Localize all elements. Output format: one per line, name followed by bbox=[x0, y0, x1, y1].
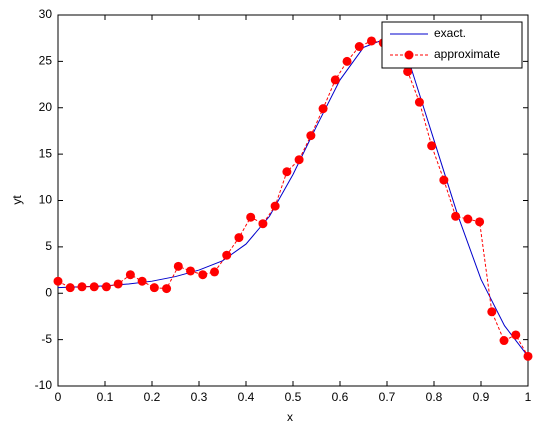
series-line bbox=[57, 40, 529, 357]
y-tick-label: 15 bbox=[39, 146, 53, 160]
x-tick-label: 0.9 bbox=[473, 390, 490, 404]
y-tick-label: 25 bbox=[39, 54, 53, 68]
data-point bbox=[173, 261, 183, 271]
x-tick-label: 0.7 bbox=[379, 390, 396, 404]
data-point bbox=[89, 282, 99, 292]
y-tick-label: 5 bbox=[45, 239, 52, 253]
y-tick-label: 30 bbox=[39, 7, 53, 21]
y-tick-label: 10 bbox=[39, 193, 53, 207]
data-point bbox=[499, 336, 509, 346]
y-tick-label: 0 bbox=[45, 285, 52, 299]
data-point bbox=[234, 233, 244, 243]
data-point bbox=[306, 131, 316, 141]
data-point bbox=[366, 36, 376, 46]
x-tick-label: 0.3 bbox=[191, 390, 208, 404]
data-point bbox=[439, 175, 449, 185]
legend-label: approximate bbox=[434, 47, 500, 61]
y-tick-label: 20 bbox=[39, 100, 53, 114]
data-point bbox=[354, 42, 364, 52]
y-tick-label: -5 bbox=[41, 332, 52, 346]
data-point bbox=[198, 270, 208, 280]
data-point bbox=[475, 217, 485, 227]
data-point bbox=[101, 282, 111, 292]
data-point bbox=[186, 266, 196, 276]
y-tick-label: -10 bbox=[35, 378, 53, 392]
data-point bbox=[246, 212, 256, 222]
x-tick-label: 0 bbox=[55, 390, 62, 404]
legend-marker bbox=[404, 50, 414, 60]
data-point bbox=[162, 284, 172, 294]
data-point bbox=[113, 279, 123, 289]
data-point bbox=[125, 270, 135, 280]
data-point bbox=[511, 330, 521, 340]
x-tick-label: 1 bbox=[525, 390, 532, 404]
x-tick-label: 0.5 bbox=[285, 390, 302, 404]
data-point bbox=[487, 307, 497, 317]
x-tick-label: 0.2 bbox=[144, 390, 161, 404]
y-axis-label: yt bbox=[10, 195, 24, 205]
data-point bbox=[523, 351, 533, 361]
x-tick-label: 0.1 bbox=[97, 390, 114, 404]
data-point bbox=[222, 250, 232, 260]
data-point bbox=[330, 75, 340, 85]
data-point bbox=[463, 214, 473, 224]
data-point bbox=[149, 283, 159, 293]
data-point bbox=[137, 276, 147, 286]
x-tick-label: 0.4 bbox=[238, 390, 255, 404]
data-point bbox=[403, 67, 413, 77]
data-point bbox=[65, 283, 75, 293]
data-point bbox=[427, 141, 437, 151]
data-point bbox=[318, 104, 328, 114]
data-point bbox=[270, 201, 280, 211]
plot-frame bbox=[57, 14, 529, 387]
data-point bbox=[342, 56, 352, 66]
data-point bbox=[210, 267, 220, 277]
data-point bbox=[414, 97, 424, 107]
data-point bbox=[53, 276, 63, 286]
data-point bbox=[282, 167, 292, 177]
legend-label: exact. bbox=[434, 26, 466, 40]
data-point bbox=[451, 211, 461, 221]
x-tick-label: 0.6 bbox=[332, 390, 349, 404]
x-axis-label: x bbox=[287, 410, 293, 424]
legend-box bbox=[381, 21, 523, 69]
x-tick-label: 0.8 bbox=[426, 390, 443, 404]
data-point bbox=[77, 282, 87, 292]
data-point bbox=[258, 219, 268, 229]
data-point bbox=[294, 155, 304, 165]
